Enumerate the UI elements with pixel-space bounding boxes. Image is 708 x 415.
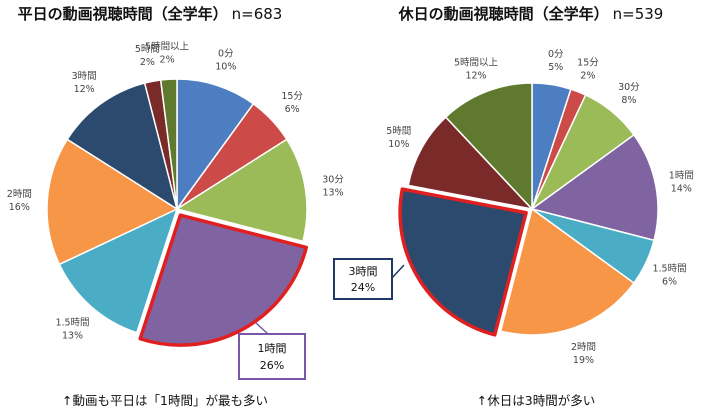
- chart1-value-15min: 6%: [285, 104, 300, 115]
- chart2-title: 休日の動画視聴時間（全学年） n=539: [398, 5, 664, 23]
- chart1-label-30min: 30分: [322, 174, 344, 185]
- chart1-label-2h: 2時間: [7, 189, 32, 200]
- chart2-callout-value: 24%: [351, 281, 375, 294]
- chart1-slice-1h: [138, 213, 309, 347]
- chart2-value-15min: 2%: [580, 71, 595, 82]
- chart1-value-2h: 16%: [9, 202, 30, 213]
- chart2-slice-5h: [407, 116, 533, 210]
- chart1-label-1-5h: 1.5時間: [55, 318, 89, 329]
- chart1-value-1-5h: 13%: [62, 331, 83, 342]
- chart1-label-15min: 15分: [281, 91, 303, 102]
- chart2-value-0min: 5%: [548, 62, 563, 73]
- chart2-slice-3h: [398, 187, 528, 337]
- chart2-value-5h-plus: 12%: [465, 71, 486, 82]
- chart2-value-1-5h: 6%: [662, 277, 677, 288]
- chart1-label-3h: 3時間: [72, 71, 97, 82]
- chart1-callout-value: 26%: [260, 359, 284, 372]
- chart2-callout-name: 3時間: [349, 265, 378, 278]
- chart2-label-2h: 2時間: [571, 342, 596, 353]
- chart2-pie: 0分 5% 15分 2% 30分 8% 1時間 14% 1.5時間 6% 2時間 19% 5時間 10% 5…: [386, 49, 694, 366]
- chart2-label-1-5h: 1.5時間: [652, 264, 686, 275]
- chart1-slice-5h-plus: [159, 78, 178, 210]
- chart2-label-15min: 15分: [577, 58, 599, 69]
- chart1-callout-name: 1時間: [258, 342, 287, 355]
- chart2-callout-connector: [391, 264, 405, 279]
- chart1-slice-30min: [176, 138, 308, 243]
- chart2-value-5h: 10%: [388, 139, 409, 150]
- chart1-slice-3h: [66, 82, 178, 210]
- chart1-value-3h: 12%: [74, 84, 95, 95]
- chart1-pie: 0分10%15分6%30分13%1.5時間13%2時間16%3時間12%5時間2…: [7, 41, 344, 347]
- chart2-value-1h: 14%: [671, 184, 692, 195]
- chart2-callout-box: [333, 258, 393, 300]
- chart2-label-0min: 0分: [548, 49, 564, 60]
- chart1-title: 平日の動画視聴時間（全学年） n=683: [18, 5, 283, 23]
- chart2-label-5h: 5時間: [386, 126, 411, 137]
- chart2-slice-1h: [531, 134, 659, 242]
- chart1-value-5h-plus: 2%: [160, 54, 175, 65]
- chart1-callout-connector: [255, 322, 269, 335]
- chart1-label-5h-plus: 5時間以上: [145, 41, 190, 52]
- chart1-label-0min: 0分: [218, 49, 234, 60]
- chart2-label-1h: 1時間: [669, 171, 694, 182]
- chart1-value-5h: 2%: [140, 57, 155, 68]
- chart2-label-5h-plus: 5時間以上: [454, 58, 499, 69]
- chart1-value-0min: 10%: [215, 62, 236, 73]
- chart2-slice-5h-plus: [444, 82, 533, 210]
- chart1-slice-1-5h: [58, 208, 178, 334]
- chart2-label-30min: 30分: [618, 82, 640, 93]
- chart1-label-5h: 5時間: [135, 44, 160, 55]
- chart1-caption: ↑動画も平日は「1時間」が最も多い: [62, 393, 268, 408]
- chart1-value-30min: 13%: [322, 187, 343, 198]
- chart2-slice-2h: [499, 208, 635, 336]
- chart1-callout-box: [238, 333, 306, 380]
- chart2-caption: ↑休日は3時間が多い: [477, 393, 595, 408]
- chart1-slice-2h: [46, 138, 178, 266]
- chart2-value-2h: 19%: [573, 355, 594, 366]
- chart1-slice-0min: [176, 78, 255, 210]
- chart2-value-30min: 8%: [621, 95, 636, 106]
